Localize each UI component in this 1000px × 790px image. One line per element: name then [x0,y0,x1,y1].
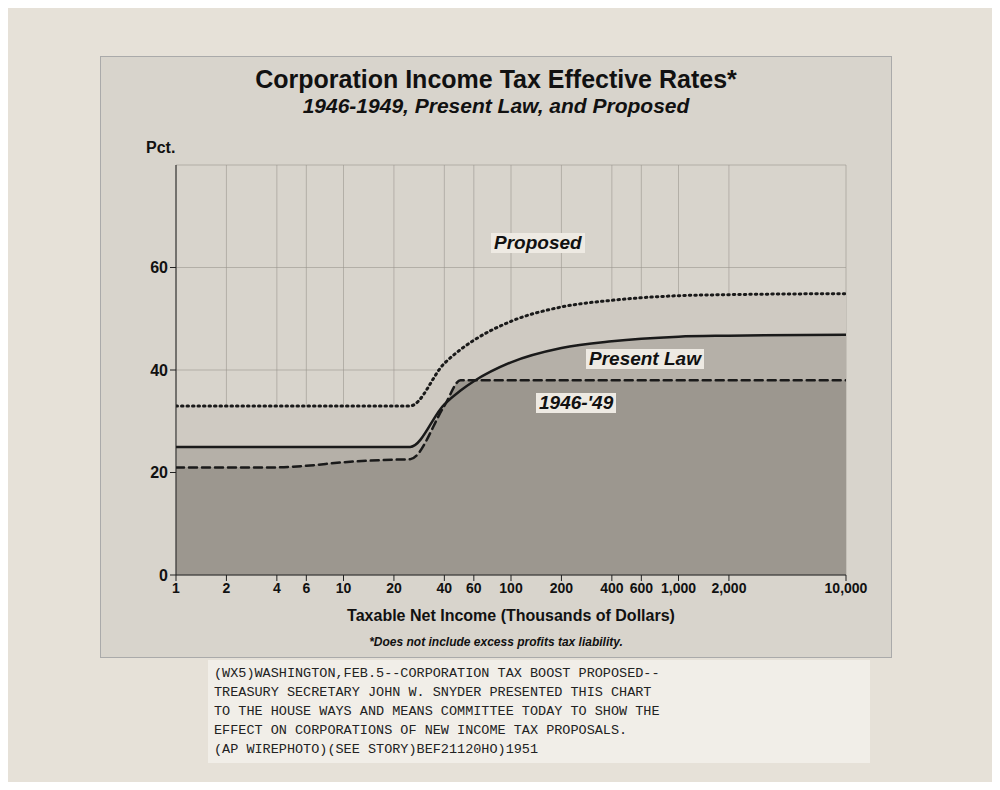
svg-text:60: 60 [466,580,482,596]
svg-text:200: 200 [550,580,574,596]
svg-text:10,000: 10,000 [825,580,868,596]
html-text:TREASURY SECRETARY JOHN W. SNY: TREASURY SECRETARY JOHN W. SNYDER PRESEN… [214,685,652,700]
html-text:Proposed: Proposed [494,232,582,253]
html-text:TO THE HOUSE WAYS AND MEANS CO: TO THE HOUSE WAYS AND MEANS COMMITTEE TO… [214,704,660,719]
svg-text:20: 20 [150,464,168,481]
svg-text:20: 20 [386,580,402,596]
svg-text:6: 6 [302,580,310,596]
svg-text:400: 400 [600,580,624,596]
svg-text:2: 2 [223,580,231,596]
html-text:1946-1949, Present Law, and Pr: 1946-1949, Present Law, and Proposed [302,94,690,117]
svg-text:100: 100 [499,580,523,596]
svg-text:1: 1 [172,580,180,596]
svg-text:Taxable Net Income (Thousands: Taxable Net Income (Thousands of Dollars… [347,607,675,624]
svg-text:600: 600 [630,580,654,596]
svg-text:2,000: 2,000 [711,580,746,596]
svg-text:40: 40 [150,362,168,379]
svg-text:1,000: 1,000 [661,580,696,596]
svg-text:40: 40 [437,580,453,596]
svg-text:10: 10 [336,580,352,596]
html-text:(AP WIREPHOTO)(SEE STORY)BEF21: (AP WIREPHOTO)(SEE STORY)BEF21120HO)1951 [214,742,539,757]
svg-text:60: 60 [150,259,168,276]
html-text:Pct.: Pct. [146,139,176,156]
svg-text:4: 4 [273,580,281,596]
html-text:Present Law: Present Law [589,348,701,369]
html-text:*Does not include excess profi: *Does not include excess profits tax lia… [369,635,623,649]
html-text:Corporation Income Tax Effecti: Corporation Income Tax Effective Rates* [255,65,737,93]
html-text:1946-'49: 1946-'49 [539,392,614,413]
html-text:EFFECT ON CORPORATIONS OF NEW: EFFECT ON CORPORATIONS OF NEW INCOME TAX… [214,723,628,738]
svg-text:0: 0 [159,567,168,584]
html-text:(WX5)WASHINGTON,FEB.5--CORPORA: (WX5)WASHINGTON,FEB.5--CORPORATION TAX B… [214,666,660,681]
